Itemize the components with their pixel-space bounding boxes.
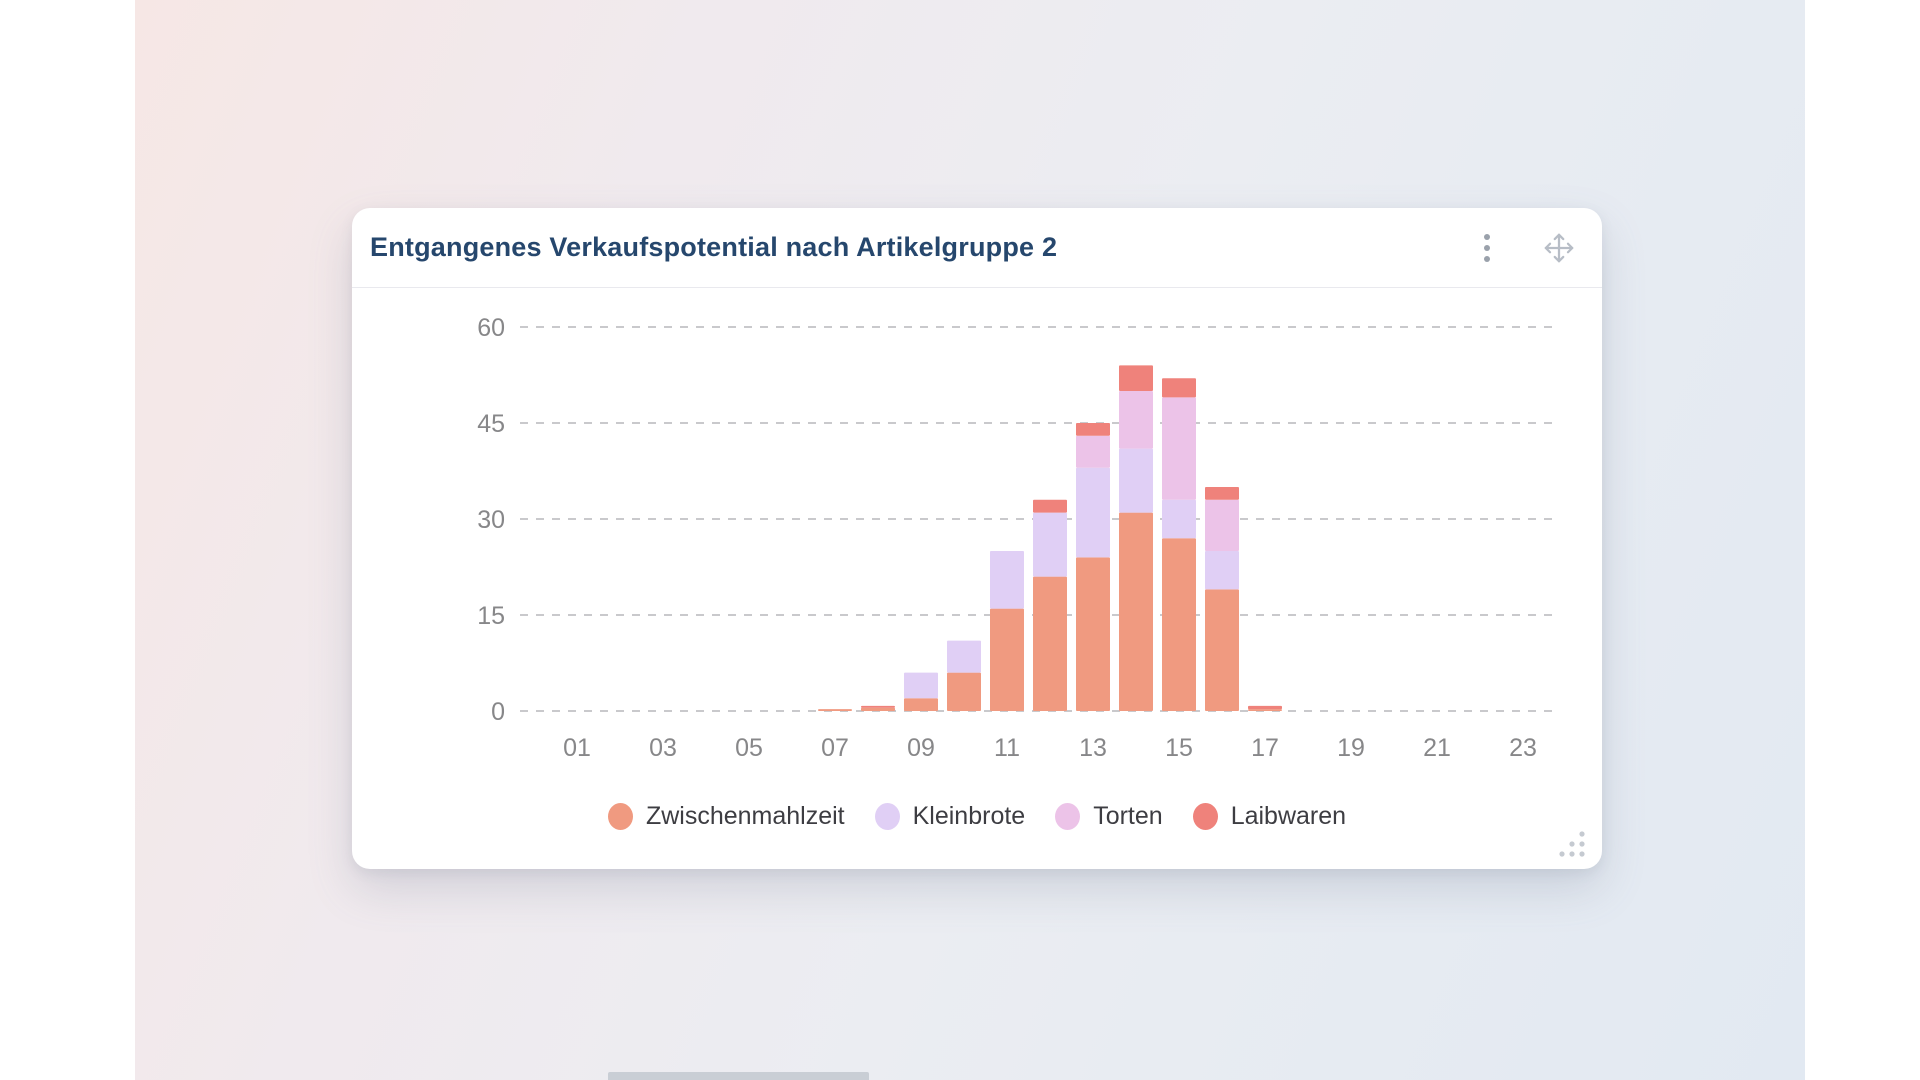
y-axis-tick-label: 45: [477, 410, 505, 438]
bar-segment-laibwaren-h15[interactable]: [1162, 378, 1196, 398]
x-axis-tick-label: 23: [1509, 734, 1537, 762]
bar-segment-laibwaren-h14[interactable]: [1119, 365, 1153, 391]
x-axis-tick-label: 17: [1251, 734, 1279, 762]
bottom-edge-element: [608, 1072, 869, 1080]
y-axis-tick-label: 0: [491, 698, 505, 726]
chart-widget-card: Entgangenes Verkaufspotential nach Artik…: [352, 208, 1602, 869]
bar-segment-laibwaren-h16[interactable]: [1205, 487, 1239, 500]
y-axis-tick-label: 30: [477, 506, 505, 534]
x-axis-tick-label: 11: [994, 734, 1020, 762]
x-axis-tick-label: 15: [1165, 734, 1193, 762]
bar-segment-laibwaren-h12[interactable]: [1033, 499, 1067, 513]
chart-title: Entgangenes Verkaufspotential nach Artik…: [370, 232, 1058, 262]
move-icon[interactable]: [1542, 231, 1576, 265]
bar-segment-kleinbrote-h16[interactable]: [1205, 551, 1239, 590]
legend-label: Torten: [1093, 801, 1163, 830]
chart-legend: Zwischenmahlzeit Kleinbrote Torten Laibware…: [352, 793, 1602, 839]
bar-segment-zwischenmahlzeit-h12[interactable]: [1033, 576, 1067, 711]
y-axis-tick-label: 15: [477, 602, 505, 630]
chart-canvas: 0 15 30 45 60 01 03 05 07 09 11 13 15 17 19 21 23: [352, 288, 1602, 793]
bar-segment-laibwaren-h17[interactable]: [1248, 705, 1282, 710]
legend-item-zwischenmahlzeit[interactable]: Zwischenmahlzeit: [607, 801, 845, 831]
legend-label: Laibwaren: [1230, 801, 1347, 830]
bar-segment-kleinbrote-h10[interactable]: [947, 640, 981, 673]
bar-segment-kleinbrote-h09[interactable]: [904, 672, 938, 699]
legend-dot-icon: [1192, 802, 1218, 830]
bar-segment-kleinbrote-h15[interactable]: [1162, 499, 1196, 539]
legend-label: Kleinbrote: [912, 801, 1026, 830]
x-axis-tick-label: 07: [821, 734, 849, 762]
x-axis-tick-label: 19: [1337, 734, 1365, 762]
legend-dot-icon: [874, 802, 900, 830]
bar-segment-torten-h15[interactable]: [1162, 397, 1196, 500]
x-axis-tick-label: 13: [1079, 734, 1107, 762]
x-axis-tick-label: 03: [649, 734, 677, 762]
bar-segment-zwischenmahlzeit-h15[interactable]: [1162, 538, 1196, 711]
bar-segment-torten-h13[interactable]: [1076, 435, 1110, 468]
bar-segment-laibwaren-h08[interactable]: [861, 705, 895, 708]
legend-dot-icon: [607, 802, 633, 830]
bar-segment-kleinbrote-h14[interactable]: [1119, 448, 1153, 513]
legend-item-kleinbrote[interactable]: Kleinbrote: [874, 801, 1026, 831]
card-header: Entgangenes Verkaufspotential nach Artik…: [352, 208, 1602, 288]
bar-segment-zwischenmahlzeit-h09[interactable]: [904, 698, 938, 711]
x-axis-tick-label: 09: [907, 734, 935, 762]
bar-segment-zwischenmahlzeit-h14[interactable]: [1119, 512, 1153, 711]
bar-segment-zwischenmahlzeit-h11[interactable]: [990, 608, 1024, 711]
bar-segment-zwischenmahlzeit-h10[interactable]: [947, 672, 981, 711]
bar-segment-laibwaren-h13[interactable]: [1076, 423, 1110, 436]
x-axis-tick-label: 21: [1423, 734, 1451, 762]
bar-segment-kleinbrote-h12[interactable]: [1033, 512, 1067, 577]
resize-grip-icon[interactable]: [1556, 829, 1588, 859]
bar-segment-torten-h14[interactable]: [1119, 391, 1153, 449]
bar-segment-kleinbrote-h11[interactable]: [990, 551, 1024, 609]
bar-segment-zwischenmahlzeit-h07[interactable]: [818, 709, 852, 711]
bar-segment-zwischenmahlzeit-h08[interactable]: [861, 707, 895, 711]
x-axis-tick-label: 05: [735, 734, 763, 762]
bar-segment-zwischenmahlzeit-h16[interactable]: [1205, 589, 1239, 711]
header-actions: [1470, 231, 1576, 265]
legend-label: Zwischenmahlzeit: [645, 801, 845, 830]
bar-segment-kleinbrote-h13[interactable]: [1076, 467, 1110, 558]
y-axis-tick-label: 60: [477, 314, 505, 342]
legend-item-laibwaren[interactable]: Laibwaren: [1192, 801, 1347, 831]
legend-item-torten[interactable]: Torten: [1055, 801, 1163, 831]
x-axis-tick-label: 01: [563, 734, 591, 762]
legend-dot-icon: [1055, 802, 1081, 830]
stacked-bar-chart: 0 15 30 45 60 01 03 05 07 09 11 13 15 17 19 21 23: [477, 314, 1560, 762]
bar-segment-zwischenmahlzeit-h13[interactable]: [1076, 557, 1110, 711]
kebab-menu-icon[interactable]: [1470, 231, 1504, 265]
bar-segment-torten-h16[interactable]: [1205, 499, 1239, 551]
bar-segment-zwischenmahlzeit-h17[interactable]: [1248, 709, 1282, 711]
